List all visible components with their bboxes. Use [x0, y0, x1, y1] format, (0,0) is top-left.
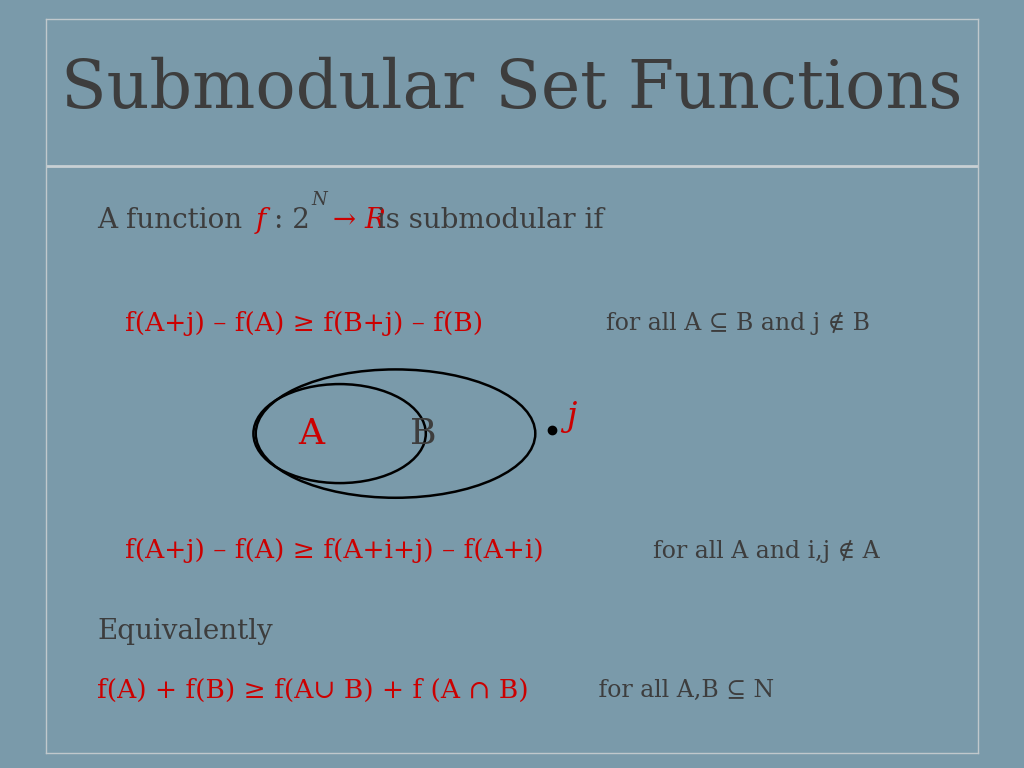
- Text: A function: A function: [97, 207, 251, 234]
- Text: for all A and i,j ∉ A: for all A and i,j ∉ A: [638, 539, 880, 562]
- Text: B: B: [411, 416, 437, 451]
- Text: for all A ⊆ B and j ∉ B: for all A ⊆ B and j ∉ B: [591, 312, 870, 335]
- Text: is submodular if: is submodular if: [368, 207, 603, 234]
- Text: f(A+j) – f(A) ≥ f(A+i+j) – f(A+i): f(A+j) – f(A) ≥ f(A+i+j) – f(A+i): [125, 538, 544, 564]
- Text: f(A+j) – f(A) ≥ f(B+j) – f(B): f(A+j) – f(A) ≥ f(B+j) – f(B): [125, 311, 483, 336]
- Text: Equivalently: Equivalently: [97, 618, 273, 645]
- Text: Submodular Set Functions: Submodular Set Functions: [61, 56, 963, 121]
- Text: f: f: [256, 207, 266, 234]
- Text: for all A,B ⊆ N: for all A,B ⊆ N: [591, 679, 774, 702]
- Text: → R: → R: [324, 207, 386, 234]
- Text: f(A) + f(B) ≥ f(A∪ B) + f (A ∩ B): f(A) + f(B) ≥ f(A∪ B) + f (A ∩ B): [97, 678, 529, 703]
- Text: N: N: [311, 191, 328, 210]
- Text: A: A: [299, 416, 325, 451]
- Text: : 2: : 2: [274, 207, 310, 234]
- Text: j: j: [566, 401, 577, 432]
